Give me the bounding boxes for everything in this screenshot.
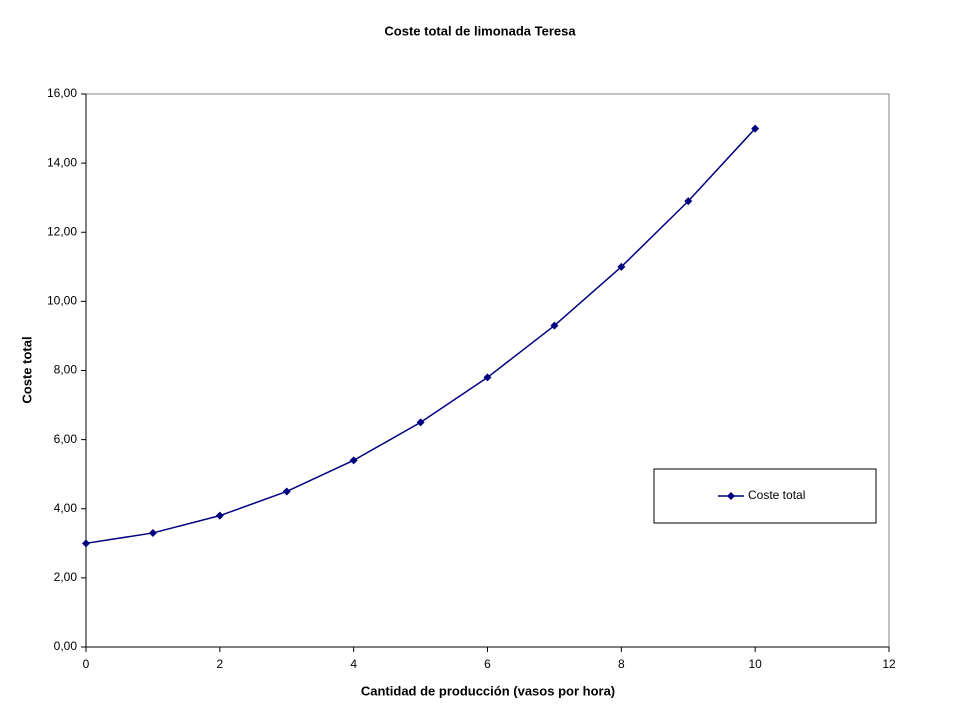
plot-area (85, 93, 890, 648)
x-tick-label: 2 (216, 657, 223, 671)
marker (617, 262, 626, 271)
x-tick-label: 10 (748, 657, 762, 671)
marker (684, 197, 693, 206)
marker (282, 487, 291, 496)
marker (550, 321, 559, 330)
y-tick-label: 6,00 (54, 432, 78, 446)
legend-label: Coste total (748, 488, 805, 502)
y-tick-label: 16,00 (47, 86, 77, 100)
chart-title: Coste total de limonada Teresa (384, 23, 576, 38)
y-tick-label: 8,00 (54, 363, 78, 377)
marker (148, 528, 157, 537)
y-tick-label: 12,00 (47, 224, 77, 238)
x-tick-label: 12 (882, 657, 896, 671)
marker (416, 418, 425, 427)
y-tick-label: 14,00 (47, 155, 77, 169)
marker (483, 373, 492, 382)
legend-marker (727, 492, 735, 500)
x-tick-label: 6 (484, 657, 491, 671)
marker (82, 539, 90, 548)
x-tick-label: 4 (350, 657, 357, 671)
marker (349, 456, 358, 465)
y-tick-label: 4,00 (54, 501, 78, 515)
legend-box (653, 468, 877, 524)
marker (215, 511, 224, 520)
y-tick-label: 10,00 (47, 294, 77, 308)
marker (751, 124, 760, 133)
x-tick-label: 0 (83, 657, 90, 671)
x-tick-label: 8 (618, 657, 625, 671)
y-tick-label: 0,00 (54, 639, 78, 653)
y-tick-label: 2,00 (54, 570, 78, 584)
y-axis-label: Coste total (19, 336, 34, 403)
x-axis-label: Cantidad de producción (vasos por hora) (361, 683, 615, 698)
